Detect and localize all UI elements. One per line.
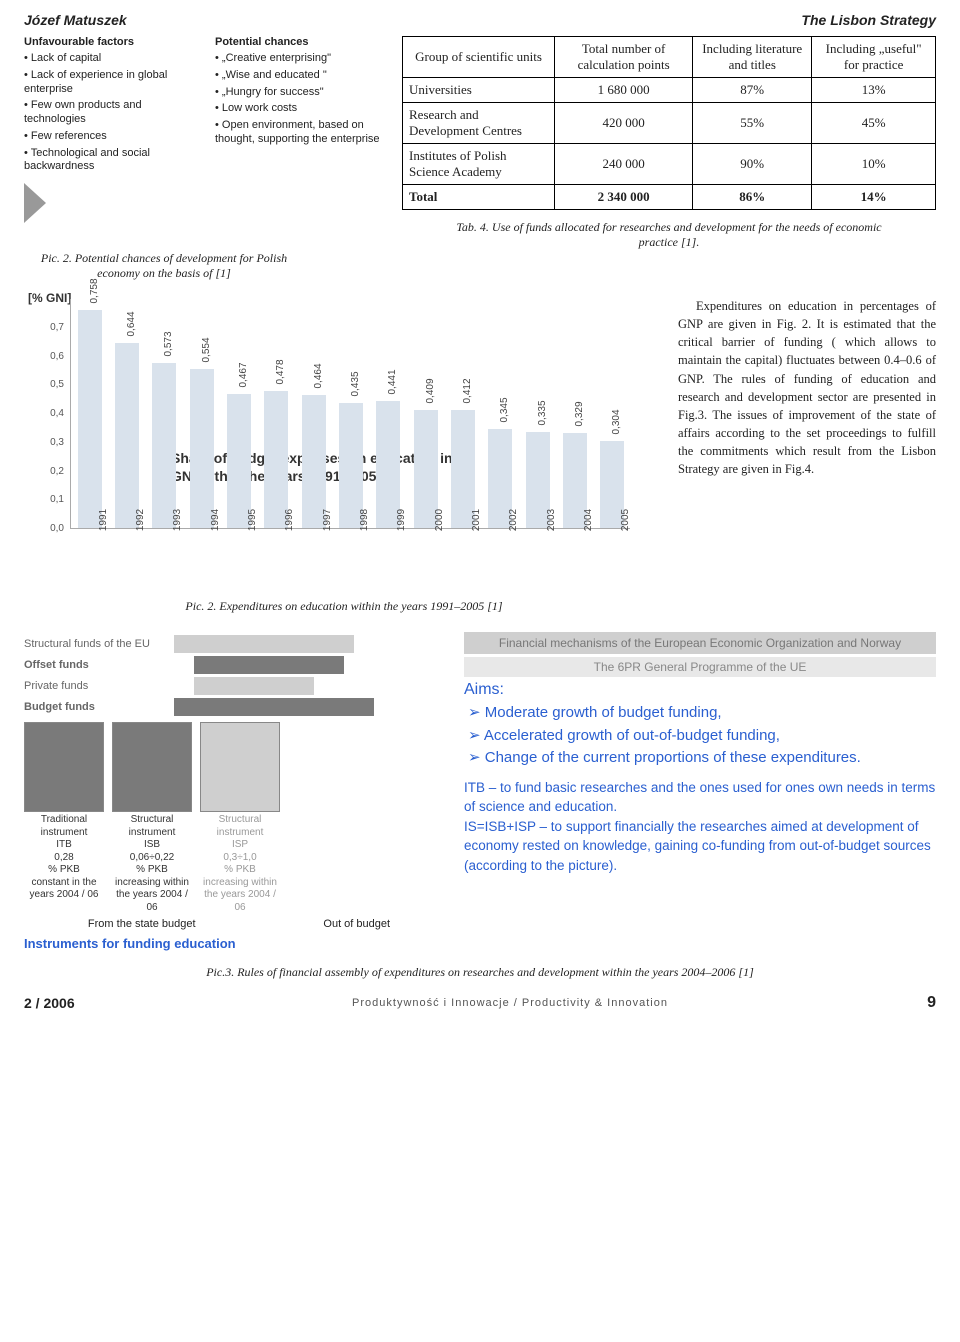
list-item: „Wise and educated " [215,69,394,83]
table-header: Including „useful" for practice [812,37,936,78]
pic3-caption: Pic.3. Rules of financial assembly of ex… [24,965,936,980]
funds-table: Group of scientific units Total number o… [402,36,936,210]
list-item: Few own products and technologies [24,99,203,127]
list-item: Low work costs [215,102,394,116]
table-row: Research and Development Centres420 0005… [403,103,936,144]
list-item: Open environment, based on thought, supp… [215,119,394,147]
aims-panel: Financial mechanisms of the European Eco… [464,632,936,951]
body-text: Expenditures on education in percentages… [678,291,936,614]
pic2a-caption: Pic. 2. Potential chances of development… [24,251,304,281]
author-name: Józef Matuszek [24,12,127,28]
table-row: Universities1 680 00087%13% [403,78,936,103]
list-item: Technological and social backwardness [24,147,203,175]
table-header: Total number of calculation points [555,37,693,78]
list-item: Few references [24,130,203,144]
funding-diagram: Structural funds of the EUOffset fundsPr… [24,632,454,951]
running-header: Józef Matuszek The Lisbon Strategy [24,12,936,28]
table-header: Including literature and titles [693,37,812,78]
page-footer: 2 / 2006 Produktywność i Innowacje / Pro… [24,994,936,1012]
list-item: „Creative enterprising" [215,52,394,66]
chart-bar [115,343,139,528]
pic2b-caption: Pic. 2. Expenditures on education within… [24,599,664,614]
list-item: Lack of capital [24,52,203,66]
chart-bar [152,363,176,528]
arrow-icon [24,183,46,223]
tab4-caption: Tab. 4. Use of funds allocated for resea… [402,220,936,250]
paper-title: The Lisbon Strategy [801,12,936,28]
unfavourable-list: Unfavourable factors Lack of capitalLack… [24,36,203,177]
table-row: Institutes of Polish Science Academy240 … [403,144,936,185]
education-expenditure-chart: [% GNI] 0,70,60,50,40,30,20,10,0 Share o… [24,291,664,571]
chart-bar [78,310,102,528]
list-item: Lack of experience in global enterprise [24,69,203,97]
total-label: Total [403,185,555,210]
chances-list: Potential chances „Creative enterprising… [215,36,394,177]
list-item: „Hungry for success" [215,86,394,100]
table-header: Group of scientific units [403,37,555,78]
